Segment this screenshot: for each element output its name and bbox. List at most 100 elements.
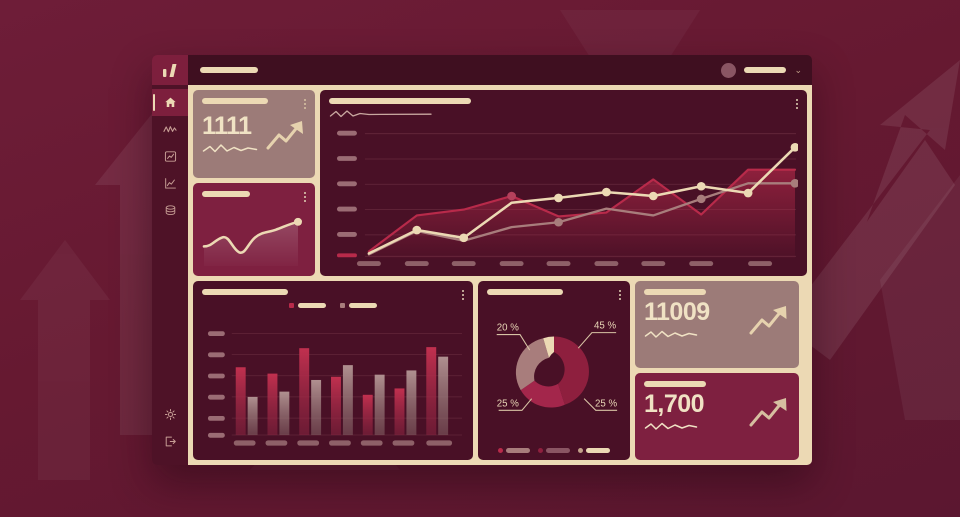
line-chart-icon <box>164 178 176 189</box>
dashboard-window: ⌄ <box>152 55 812 465</box>
avatar[interactable] <box>721 62 737 78</box>
card-title-placeholder <box>202 98 268 104</box>
sidebar-item-trends[interactable] <box>152 170 188 197</box>
card-menu-button[interactable] <box>304 191 306 202</box>
bar-slash-logo-icon <box>162 63 176 77</box>
donut-label-25a: 25 % <box>595 398 617 409</box>
sidebar-item-home[interactable] <box>152 89 188 116</box>
card-title-placeholder <box>644 381 706 387</box>
kpi-column: 1111 <box>193 90 315 276</box>
legend-item[interactable] <box>578 448 610 453</box>
sidebar-nav-primary <box>152 89 188 224</box>
grouped-bar-chart <box>207 331 463 446</box>
kpi-body: 1111 <box>202 114 306 155</box>
donut-chart: 45 % 25 % 25 % 20 % <box>496 321 618 411</box>
donut-slices <box>515 336 589 408</box>
main-chart-plot <box>329 122 798 268</box>
sidebar-item-activity[interactable] <box>152 116 188 143</box>
donut-slice-45 <box>554 336 589 405</box>
donut-labels: 45 % 25 % 25 % 20 % <box>497 321 618 410</box>
topbar: ⌄ <box>188 55 812 85</box>
legend-dot <box>578 448 583 453</box>
mini-wave-icon <box>644 330 698 338</box>
legend-item[interactable] <box>340 303 377 308</box>
y-axis-tick-placeholders <box>207 331 225 438</box>
sparkline-plot <box>202 211 306 268</box>
dashboard-row-top: 1111 <box>193 90 807 276</box>
sidebar-item-reports[interactable] <box>152 143 188 170</box>
x-axis-label-placeholders <box>356 261 773 267</box>
series-markers <box>412 143 798 243</box>
sidebar-item-logout[interactable] <box>152 428 188 455</box>
grouped-bar-chart-card[interactable] <box>193 281 473 460</box>
card-title-placeholder <box>202 289 288 295</box>
sparkline-area-chart <box>202 217 302 267</box>
donut-label-25b: 25 % <box>497 398 519 409</box>
kpi-card-tertiary[interactable]: 1,700 <box>635 373 799 460</box>
trend-arrow-up-icon <box>749 398 787 427</box>
legend-swatch <box>289 303 294 308</box>
donut-chart-card[interactable]: 45 % 25 % 25 % 20 % <box>478 281 630 460</box>
donut-slice-25b <box>515 338 549 391</box>
mini-wave-icon <box>202 144 258 153</box>
series-cream-line <box>367 146 797 255</box>
app-logo[interactable] <box>152 55 188 85</box>
legend-swatch <box>340 303 345 308</box>
legend-item[interactable] <box>538 448 570 453</box>
app-shell: ⌄ <box>188 55 812 465</box>
kpi-card-secondary[interactable]: 11009 <box>635 281 799 368</box>
sparkline-card[interactable] <box>193 183 315 276</box>
series-mauve-line <box>367 182 797 256</box>
pulse-wave-icon <box>163 126 177 133</box>
chevron-down-icon[interactable]: ⌄ <box>794 64 802 75</box>
sidebar-item-settings[interactable] <box>152 401 188 428</box>
sidebar-item-data[interactable] <box>152 197 188 224</box>
trend-arrow-up-icon <box>266 120 303 149</box>
dashboard-content: 1111 <box>188 85 812 465</box>
card-menu-button[interactable] <box>304 98 306 109</box>
donut-label-45: 45 % <box>594 321 616 332</box>
page-title-placeholder <box>200 67 258 73</box>
bar-chart-plot <box>202 327 464 452</box>
card-header <box>487 289 621 300</box>
kpi-value: 1,700 <box>644 390 705 418</box>
donut-label-20: 20 % <box>497 323 519 334</box>
card-title-block <box>329 98 471 125</box>
kpi-card-primary[interactable]: 1111 <box>193 90 315 178</box>
mini-wave-icon <box>329 110 432 118</box>
donut-slice-25a <box>520 380 565 408</box>
card-title-placeholder <box>329 98 471 104</box>
donut-slice-20 <box>543 336 554 358</box>
bars-mauve-group <box>247 356 449 436</box>
trend-arrow-up-icon <box>749 306 787 335</box>
donut-leader-lines <box>496 332 618 411</box>
user-name-placeholder <box>744 67 787 73</box>
logout-icon <box>165 436 176 447</box>
gear-icon <box>164 408 176 421</box>
kpi-body: 11009 <box>644 300 790 340</box>
legend-dot <box>498 448 503 453</box>
card-title-placeholder <box>487 289 563 295</box>
card-menu-button[interactable] <box>796 98 798 109</box>
donut-chart-legend <box>478 448 630 453</box>
chart-box-icon <box>164 151 176 162</box>
sidebar <box>152 55 188 465</box>
legend-label-placeholder <box>586 448 610 453</box>
card-header <box>644 381 790 387</box>
card-menu-button[interactable] <box>619 289 621 300</box>
legend-label-placeholder <box>506 448 530 453</box>
kpi-value: 11009 <box>644 298 710 326</box>
sparkline-endpoint-marker <box>294 217 302 226</box>
series-crimson-area <box>368 169 796 259</box>
main-trend-chart-card[interactable] <box>320 90 807 276</box>
legend-item[interactable] <box>498 448 530 453</box>
legend-label-placeholder <box>546 448 570 453</box>
card-title-placeholder <box>202 191 250 197</box>
multi-series-line-chart <box>336 130 798 267</box>
legend-item[interactable] <box>289 303 326 308</box>
bars-crimson-group <box>235 347 437 436</box>
bar-chart-legend <box>202 303 464 308</box>
card-menu-button[interactable] <box>462 289 464 300</box>
legend-dot <box>538 448 543 453</box>
card-header <box>644 289 790 295</box>
